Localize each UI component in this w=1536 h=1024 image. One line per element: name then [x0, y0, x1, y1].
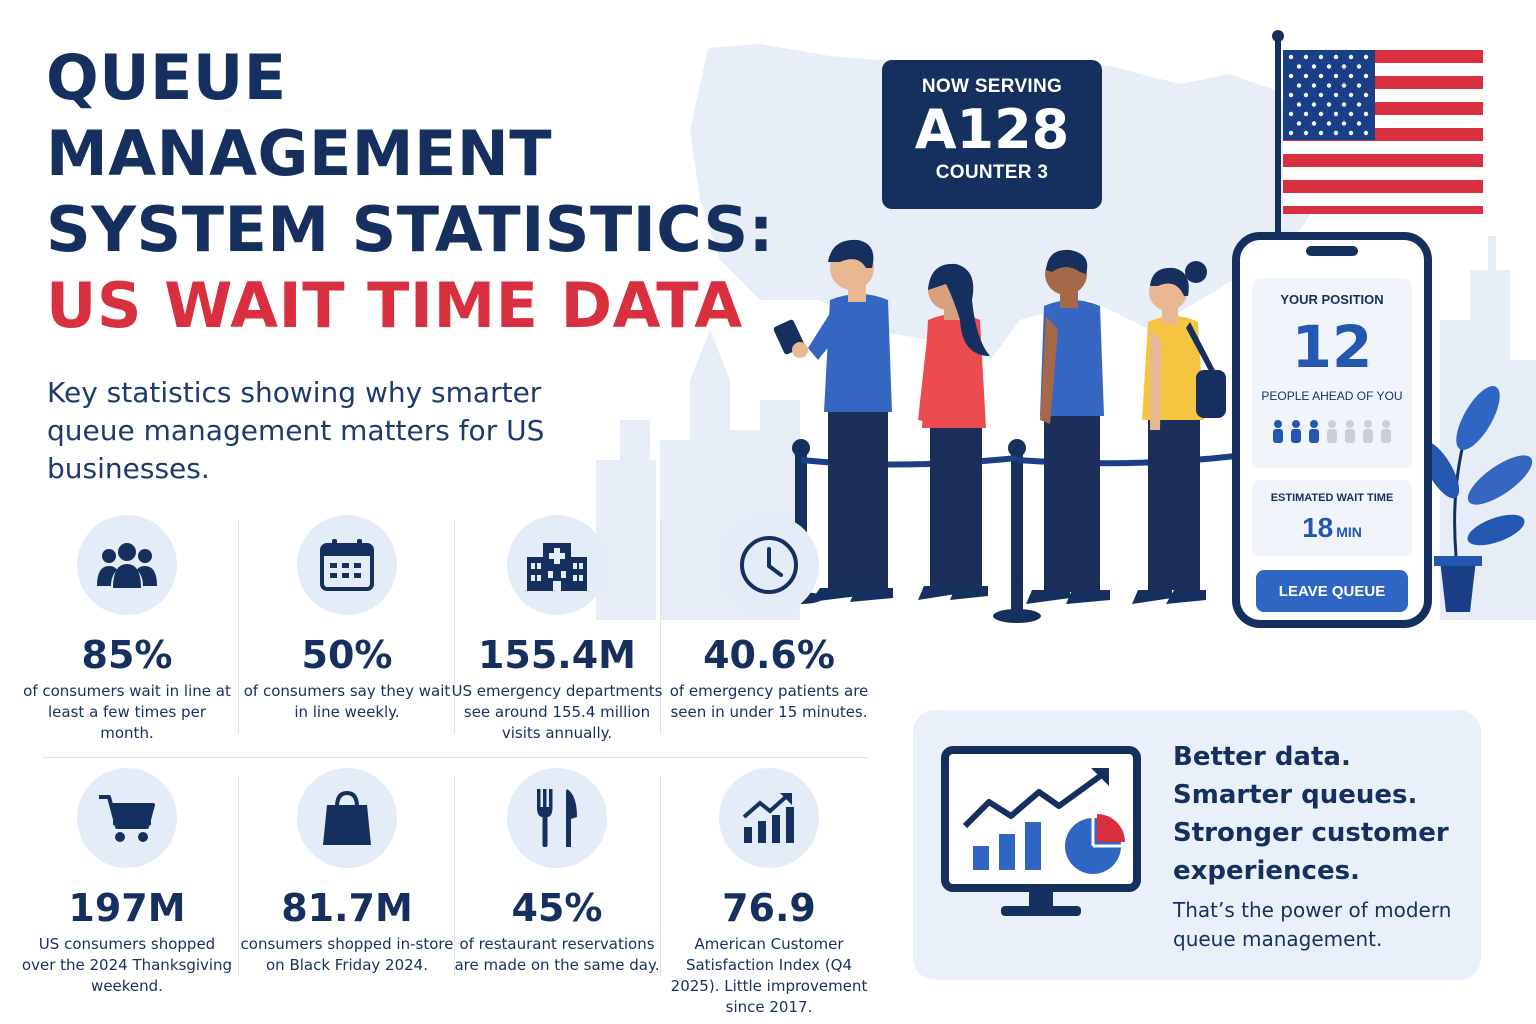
- person-red-top: [918, 263, 990, 600]
- stat-description: US consumers shopped over the 2024 Thank…: [21, 935, 233, 995]
- stat-card: 76.9 American Customer Satisfaction Inde…: [662, 768, 876, 1018]
- stat-description: consumers shopped in-store on Black Frid…: [240, 935, 454, 974]
- person-icon: [1309, 420, 1319, 443]
- stat-value: 45%: [511, 886, 603, 930]
- queue-people-icons: [1252, 419, 1412, 443]
- stat-value: 197M: [68, 886, 186, 930]
- person-icon: [1273, 420, 1283, 443]
- stat-description: US emergency departments see around 155.…: [451, 682, 663, 742]
- people-group-icon: [97, 543, 157, 588]
- shopping-cart-icon: [99, 795, 155, 842]
- stat-card: 40.6% of emergency patients are seen in …: [662, 515, 876, 723]
- divider: [238, 520, 239, 734]
- queue-barrier: [779, 439, 1237, 623]
- promo-note: That’s the power of modern queue managem…: [1173, 898, 1452, 951]
- stat-card: 85% of consumers wait in line at least a…: [20, 515, 234, 744]
- stat-card: 81.7M consumers shopped in-store on Blac…: [240, 768, 454, 976]
- stat-card: 155.4M US emergency departments see arou…: [450, 515, 664, 744]
- position-label: YOUR POSITION: [1280, 292, 1384, 307]
- person-icon: [1291, 420, 1301, 443]
- divider: [238, 776, 239, 976]
- wait-time-value: 18: [1302, 512, 1334, 543]
- title-line-2: MANAGEMENT: [46, 117, 553, 190]
- person-blue-shirt: [1026, 249, 1110, 604]
- title-line-3: SYSTEM STATISTICS:: [46, 193, 774, 266]
- stat-description: American Customer Satisfaction Index (Q4…: [670, 935, 868, 1016]
- divider: [454, 776, 455, 976]
- wait-time-card: ESTIMATED WAIT TIME 18 MIN: [1252, 480, 1412, 556]
- shopping-bag-icon: [323, 790, 371, 845]
- stat-card: 50% of consumers say they wait in line w…: [240, 515, 454, 723]
- row-divider: [42, 757, 868, 758]
- stat-description: of consumers say they wait in line weekl…: [243, 682, 451, 721]
- us-flag: [1272, 30, 1483, 248]
- person-icon: [1345, 420, 1355, 443]
- wait-time-unit: MIN: [1336, 524, 1362, 540]
- phone-mockup: YOUR POSITION 12 PEOPLE AHEAD OF YOU EST…: [1232, 232, 1432, 628]
- person-icon: [1381, 420, 1391, 443]
- now-serving-display: NOW SERVING A128 COUNTER 3: [882, 60, 1102, 209]
- analytics-monitor-icon: [941, 746, 1141, 916]
- now-serving-label: NOW SERVING: [921, 76, 1063, 97]
- stat-description: of emergency patients are seen in under …: [669, 682, 869, 721]
- leave-queue-button[interactable]: LEAVE QUEUE: [1256, 570, 1408, 612]
- title-line-1: QUEUE: [46, 41, 287, 114]
- stat-card: 197M US consumers shopped over the 2024 …: [20, 768, 234, 997]
- promo-panel: Better data. Smarter queues. Stronger cu…: [913, 710, 1481, 980]
- position-card: YOUR POSITION 12 PEOPLE AHEAD OF YOU: [1252, 278, 1412, 468]
- person-with-phone: [773, 239, 893, 602]
- divider: [660, 520, 661, 734]
- stat-value: 81.7M: [281, 886, 413, 930]
- potted-plant: [1420, 386, 1533, 612]
- hospital-icon: [527, 543, 587, 591]
- stat-description: of consumers wait in line at least a few…: [23, 682, 231, 742]
- promo-line-1: Better data.: [1173, 742, 1351, 772]
- now-serving-number: A128: [914, 98, 1070, 161]
- stat-value: 40.6%: [703, 633, 835, 677]
- promo-tagline: Better data. Smarter queues. Stronger cu…: [1173, 738, 1463, 890]
- calendar-icon: [320, 539, 374, 591]
- promo-line-2: Smarter queues.: [1173, 780, 1418, 810]
- stat-description: of restaurant reservations are made on t…: [454, 935, 660, 974]
- wait-time-label: ESTIMATED WAIT TIME: [1270, 492, 1394, 504]
- person-icon: [1327, 420, 1337, 443]
- position-number: 12: [1291, 313, 1373, 381]
- phone-notch: [1306, 246, 1358, 256]
- stat-card: 45% of restaurant reservations are made …: [450, 768, 664, 976]
- person-icon: [1363, 420, 1373, 443]
- page-title: QUEUE MANAGEMENT SYSTEM STATISTICS: US W…: [46, 40, 786, 344]
- people-ahead-label: PEOPLE AHEAD OF YOU: [1261, 389, 1403, 403]
- stat-value: 155.4M: [477, 633, 636, 677]
- promo-line-3: Stronger customer: [1173, 818, 1449, 848]
- clock-icon: [740, 536, 798, 594]
- stat-value: 85%: [81, 633, 173, 677]
- subtitle: Key statistics showing why smarter queue…: [47, 376, 545, 485]
- now-serving-counter: COUNTER 3: [935, 162, 1049, 183]
- promo-line-4: experiences.: [1173, 856, 1360, 886]
- stat-value: 76.9: [722, 886, 816, 930]
- person-yellow-top: [1132, 261, 1226, 604]
- fork-knife-icon: [537, 789, 577, 847]
- title-line-4: US WAIT TIME DATA: [46, 269, 743, 342]
- divider: [454, 520, 455, 734]
- growth-chart-icon: [742, 793, 794, 843]
- divider: [660, 776, 661, 976]
- stat-value: 50%: [301, 633, 393, 677]
